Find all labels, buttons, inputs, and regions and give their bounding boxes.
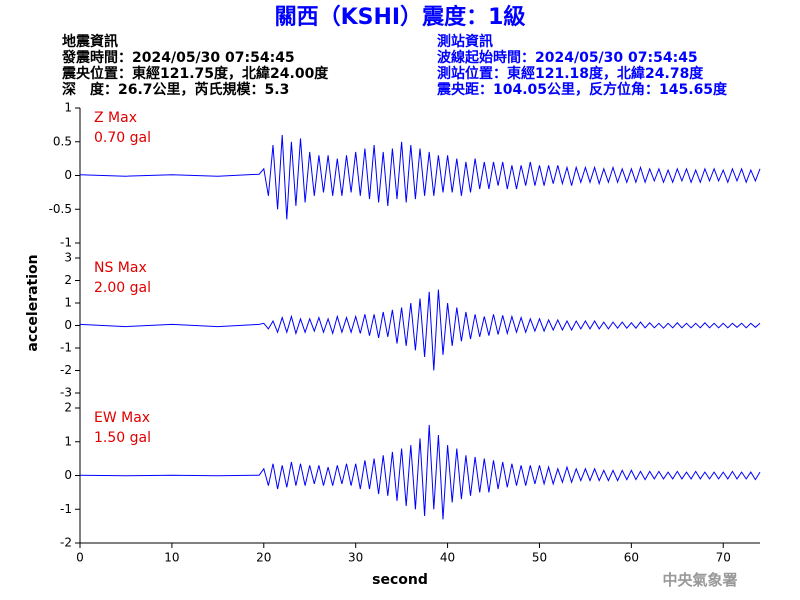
panel-label: Z Max	[94, 110, 137, 126]
info-left: 地震資訊	[62, 33, 118, 50]
y-tick-label: -2	[60, 536, 72, 550]
y-axis-label: acceleration	[25, 254, 41, 351]
panel-max: 1.50 gal	[94, 430, 151, 446]
y-tick-label: 1	[64, 296, 72, 310]
y-tick-label: 0.5	[53, 134, 72, 148]
chart-title: 關西（KSHI）震度：1級	[275, 4, 526, 30]
info-right: 波線起始時間：2024/05/30 07:54:45	[437, 49, 698, 66]
y-tick-label: -2	[60, 363, 72, 377]
x-axis-label: second	[372, 572, 428, 588]
y-tick-label: 0	[64, 468, 72, 482]
panel-max: 0.70 gal	[94, 130, 151, 146]
x-tick-label: 40	[440, 551, 455, 565]
panel-label: NS Max	[94, 260, 147, 276]
x-tick-label: 50	[532, 551, 547, 565]
info-left: 深 度：26.7公里，芮氏規模：5.3	[62, 81, 289, 98]
panel-label: EW Max	[94, 410, 150, 426]
x-tick-label: 0	[76, 551, 84, 565]
y-tick-label: -0.5	[49, 202, 72, 216]
x-tick-label: 20	[256, 551, 271, 565]
waveform	[79, 289, 761, 371]
y-tick-label: 3	[64, 251, 72, 265]
y-tick-label: -1	[60, 236, 72, 250]
info-left: 發震時間：2024/05/30 07:54:45	[61, 49, 295, 66]
y-tick-label: -3	[60, 386, 72, 400]
y-tick-label: 1	[64, 101, 72, 115]
x-tick-label: 70	[716, 551, 731, 565]
footer: 中央氣象署	[662, 571, 737, 589]
waveform	[79, 134, 761, 220]
info-right: 測站位置：東經121.18度，北緯24.78度	[437, 65, 704, 82]
y-tick-label: -1	[60, 341, 72, 355]
x-tick-label: 30	[348, 551, 363, 565]
info-right: 震央距：104.05公里，反方位角：145.65度	[436, 81, 728, 98]
info-left: 震央位置：東經121.75度，北緯24.00度	[61, 65, 329, 82]
y-tick-label: 0	[64, 168, 72, 182]
y-tick-label: 0	[64, 318, 72, 332]
y-tick-label: -1	[60, 502, 72, 516]
waveform	[79, 424, 761, 520]
info-right: 測站資訊	[437, 33, 493, 50]
y-tick-label: 1	[64, 434, 72, 448]
y-tick-label: 2	[64, 401, 72, 415]
panel-max: 2.00 gal	[94, 280, 151, 296]
x-tick-label: 60	[624, 551, 639, 565]
x-tick-label: 10	[164, 551, 179, 565]
y-tick-label: 2	[64, 273, 72, 287]
